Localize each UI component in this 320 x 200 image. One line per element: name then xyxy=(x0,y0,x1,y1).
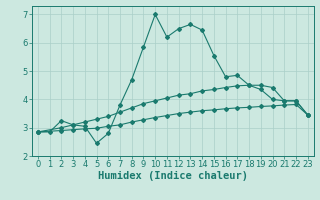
X-axis label: Humidex (Indice chaleur): Humidex (Indice chaleur) xyxy=(98,171,248,181)
